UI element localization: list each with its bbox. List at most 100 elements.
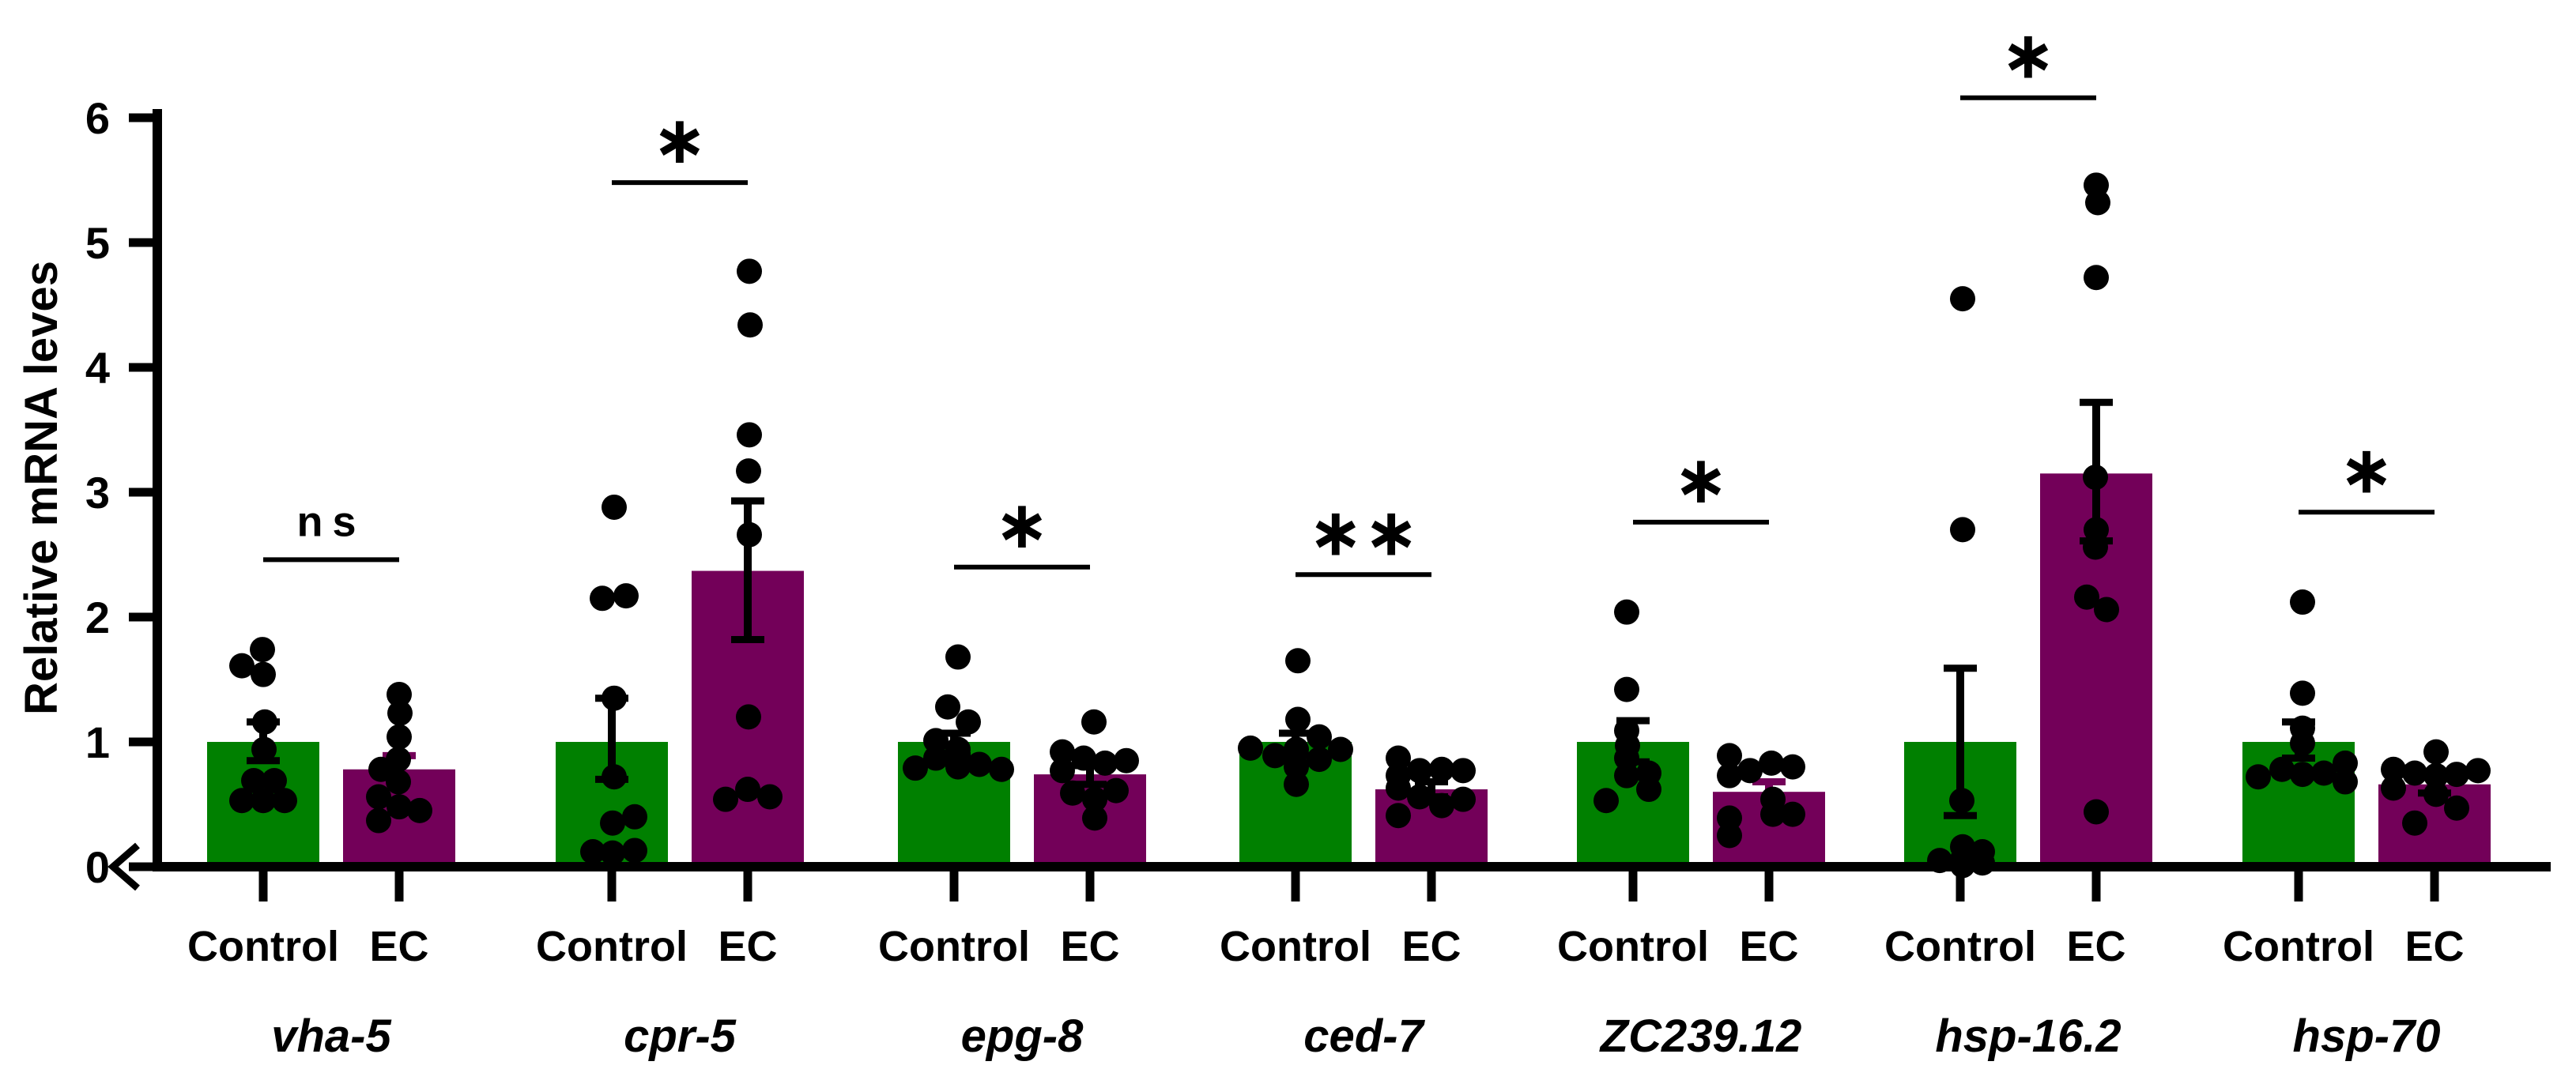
data-dot (2311, 760, 2337, 786)
data-dot (2290, 730, 2315, 756)
data-dot (1050, 739, 1075, 765)
data-dot (1717, 762, 1742, 789)
data-dot (1307, 724, 1332, 750)
data-dot (1760, 801, 1786, 827)
data-dot (1759, 750, 1784, 776)
data-dot (252, 709, 277, 735)
data-dot (1092, 750, 1118, 776)
data-dot (967, 751, 992, 777)
data-dot (2290, 680, 2315, 706)
data-dot (1407, 784, 1432, 810)
y-tick-label: 1 (85, 717, 110, 767)
data-dot (1949, 788, 1974, 814)
gene-label: hsp-70 (2293, 1011, 2441, 1062)
data-dot (713, 786, 738, 812)
data-dot (2402, 760, 2427, 786)
data-dot (737, 521, 762, 548)
data-dot (387, 794, 412, 820)
sig-label: ∗ (2339, 431, 2394, 508)
sig-label: ∗ (2001, 17, 2056, 94)
data-dot (602, 764, 627, 790)
data-dot (2074, 584, 2099, 610)
condition-label: EC (1401, 923, 1461, 970)
data-dot (1262, 743, 1288, 769)
data-dot (2465, 758, 2491, 784)
sig-label: ∗∗ (1308, 493, 1420, 570)
condition-label: EC (2066, 923, 2125, 970)
data-dot (2083, 534, 2108, 560)
data-dot (366, 784, 391, 810)
condition-label: EC (1060, 923, 1119, 970)
data-dot (2444, 795, 2469, 821)
data-dot (1614, 599, 1639, 625)
data-dot (945, 754, 971, 780)
data-dot (935, 694, 960, 720)
sig-label: ∗ (1673, 441, 1729, 518)
data-dot (757, 784, 783, 810)
data-dot (736, 458, 761, 484)
data-dot (1060, 780, 1085, 806)
condition-label: EC (2404, 923, 2464, 970)
data-dot (387, 681, 412, 707)
data-dot (1450, 758, 1476, 784)
data-dot (2290, 589, 2315, 615)
data-dot (1082, 786, 1107, 812)
data-dot (1780, 801, 1805, 827)
data-dot (2423, 762, 2449, 789)
data-dot (1717, 822, 1742, 849)
data-dot (1103, 777, 1129, 804)
data-dot (1450, 786, 1476, 812)
y-axis-title: Relative mRNA leves (16, 261, 67, 715)
data-dot (989, 756, 1014, 782)
gene-label: hsp-16.2 (1935, 1011, 2121, 1062)
data-dot (1636, 777, 1661, 803)
data-dot (737, 422, 762, 448)
data-dot (2444, 762, 2469, 788)
y-tick-label: 6 (85, 93, 110, 143)
data-dot (2333, 769, 2358, 795)
condition-label: EC (718, 923, 777, 970)
data-dot (600, 810, 625, 836)
origin-arrow-icon (107, 842, 140, 891)
data-dot (2381, 756, 2406, 782)
data-dot (736, 704, 761, 730)
data-dot (1407, 758, 1432, 784)
data-dot (622, 838, 647, 864)
condition-label: Control (536, 923, 688, 970)
y-tick-label: 0 (85, 842, 110, 892)
data-dot (272, 788, 297, 814)
data-dot (945, 644, 971, 670)
data-dot (602, 494, 627, 520)
data-dot (903, 755, 928, 781)
data-dot (2333, 750, 2358, 776)
data-dot (1328, 736, 1353, 762)
data-dot (602, 685, 627, 711)
condition-label: Control (1557, 923, 1709, 970)
data-dot (368, 756, 394, 782)
condition-label: Control (2223, 923, 2374, 970)
condition-label: EC (369, 923, 428, 970)
data-dot (1717, 805, 1742, 831)
gene-label: ZC239.12 (1599, 1011, 1802, 1062)
data-dot (945, 736, 971, 762)
data-dot (1284, 754, 1309, 780)
gene-label: vha-5 (271, 1011, 391, 1062)
data-dot (1285, 648, 1311, 674)
condition-label: EC (1739, 923, 1798, 970)
y-tick-label: 3 (85, 468, 110, 518)
condition-label: Control (1884, 923, 2036, 970)
data-dot (387, 724, 412, 750)
data-dot (366, 807, 391, 834)
data-dot (1386, 745, 1411, 771)
data-dot (251, 736, 277, 762)
data-dot (1614, 676, 1639, 702)
data-dot (956, 709, 981, 735)
data-dot (1614, 762, 1639, 789)
data-dot (1114, 747, 1139, 774)
data-dot (737, 312, 763, 338)
data-dot (1238, 735, 1263, 761)
data-dot (735, 777, 760, 803)
data-dot (251, 661, 276, 687)
